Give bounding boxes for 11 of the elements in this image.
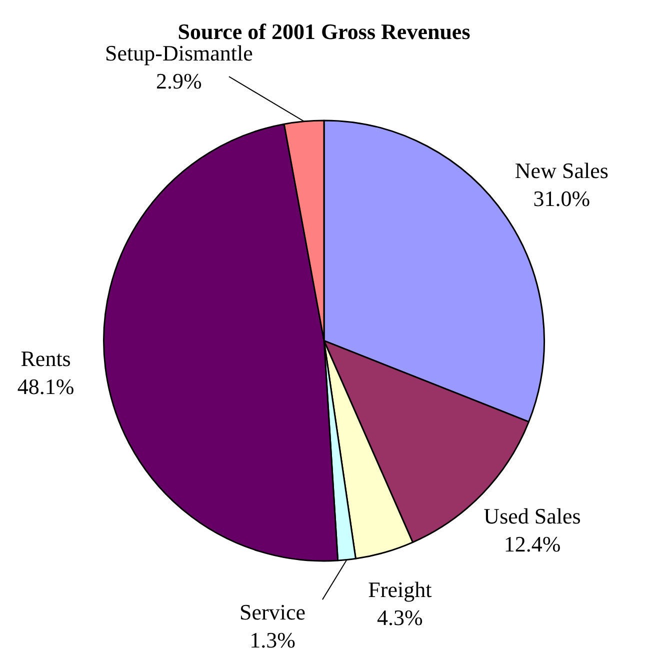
slice-label: Freight <box>368 577 432 602</box>
data-label: 48.1% <box>17 374 74 400</box>
slice-label: New Sales <box>514 158 608 183</box>
data-label: 2.9% <box>156 68 202 94</box>
slice-label: Service <box>240 599 306 624</box>
data-label: 4.3% <box>377 605 423 630</box>
slice-label: Used Sales <box>484 503 581 528</box>
data-label: 12.4% <box>504 531 561 556</box>
slice-label: Rents <box>20 346 71 372</box>
data-label: 1.3% <box>250 627 296 652</box>
data-label: 31.0% <box>533 186 590 211</box>
